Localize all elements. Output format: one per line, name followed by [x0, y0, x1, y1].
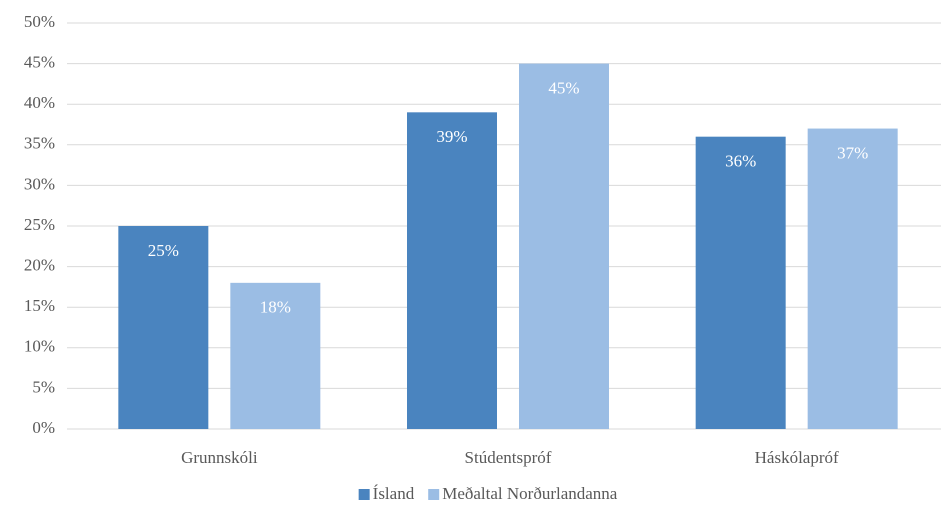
- x-tick-label: Háskólapróf: [755, 448, 839, 467]
- y-tick-label: 50%: [24, 12, 55, 31]
- y-tick-label: 15%: [24, 296, 55, 315]
- bar: [407, 112, 497, 429]
- data-label: 37%: [837, 143, 868, 162]
- bar: [807, 128, 898, 429]
- x-tick-label: Grunnskóli: [181, 448, 258, 467]
- data-label: 45%: [548, 79, 579, 98]
- data-label: 18%: [260, 298, 291, 317]
- y-tick-label: 40%: [24, 93, 55, 112]
- y-tick-label: 25%: [24, 215, 55, 234]
- y-tick-label: 35%: [24, 134, 55, 153]
- bar: [695, 136, 786, 429]
- y-tick-label: 0%: [32, 418, 55, 437]
- x-tick-label: Stúdentspróf: [465, 448, 552, 467]
- data-label: 36%: [725, 152, 756, 171]
- data-label: 39%: [436, 127, 467, 146]
- y-tick-label: 30%: [24, 174, 55, 193]
- legend-swatch: [428, 489, 440, 500]
- legend-swatch: [358, 489, 370, 500]
- bar: [230, 282, 321, 429]
- data-label: 25%: [148, 241, 179, 260]
- bar: [519, 63, 609, 429]
- y-tick-label: 10%: [24, 337, 55, 356]
- y-tick-label: 20%: [24, 256, 55, 275]
- y-tick-label: 5%: [32, 377, 55, 396]
- legend-label: Ísland: [373, 484, 415, 503]
- legend-label: Meðaltal Norðurlandanna: [442, 484, 618, 503]
- bar: [118, 226, 209, 429]
- y-tick-label: 45%: [24, 53, 55, 72]
